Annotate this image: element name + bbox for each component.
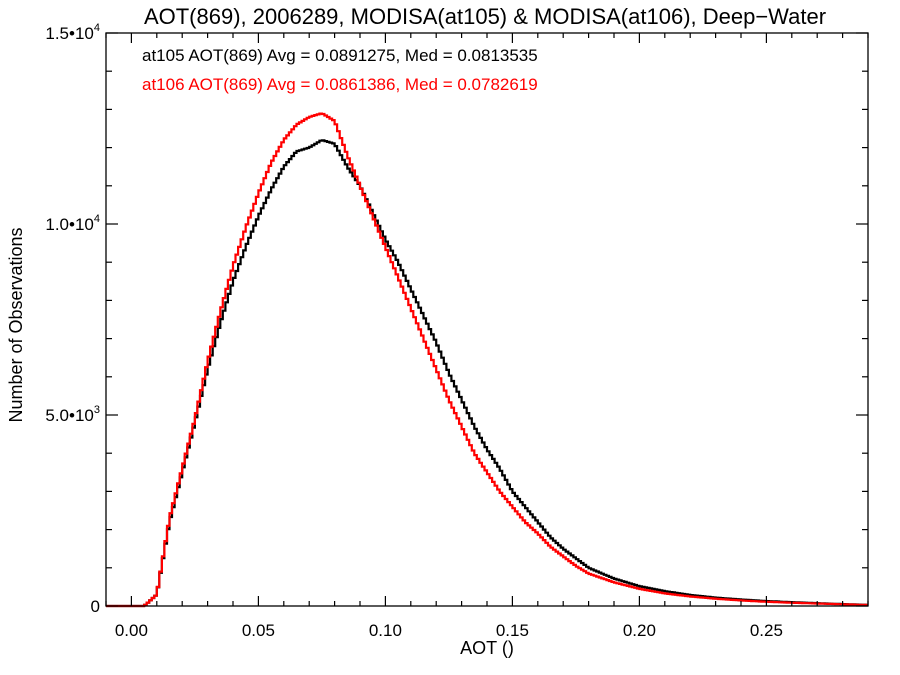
x-axis-label: AOT () (460, 638, 514, 658)
legend-entry-2: at106 AOT(869) Avg = 0.0861386, Med = 0.… (142, 75, 538, 94)
legend: at105 AOT(869) Avg = 0.0891275, Med = 0.… (142, 46, 538, 94)
series-line-1 (106, 139, 868, 608)
y-tick-label: 1.5•104 (45, 22, 100, 43)
y-tick-label: 1.0•104 (45, 213, 100, 234)
legend-entry-1: at105 AOT(869) Avg = 0.0891275, Med = 0.… (142, 46, 538, 65)
series-line-2 (106, 112, 868, 608)
x-tick-label: 0.05 (242, 621, 275, 640)
x-tick-label: 0.10 (369, 621, 402, 640)
y-axis-label: Number of Observations (6, 227, 26, 422)
x-tick-label: 0.25 (750, 621, 783, 640)
x-tick-label: 0.00 (115, 621, 148, 640)
ticks-layer: 0.00 0.05 0.10 0.15 0.20 0.25 0 5.0•103 1.0•104 1… (45, 22, 869, 640)
y-tick-label: 5.0•103 (45, 404, 100, 425)
y-tick-label: 0 (91, 597, 100, 616)
series-layer (106, 112, 868, 608)
chart-title: AOT(869), 2006289, MODISA(at105) & MODIS… (144, 4, 826, 29)
x-tick-label: 0.15 (496, 621, 529, 640)
x-tick-label: 0.20 (623, 621, 656, 640)
